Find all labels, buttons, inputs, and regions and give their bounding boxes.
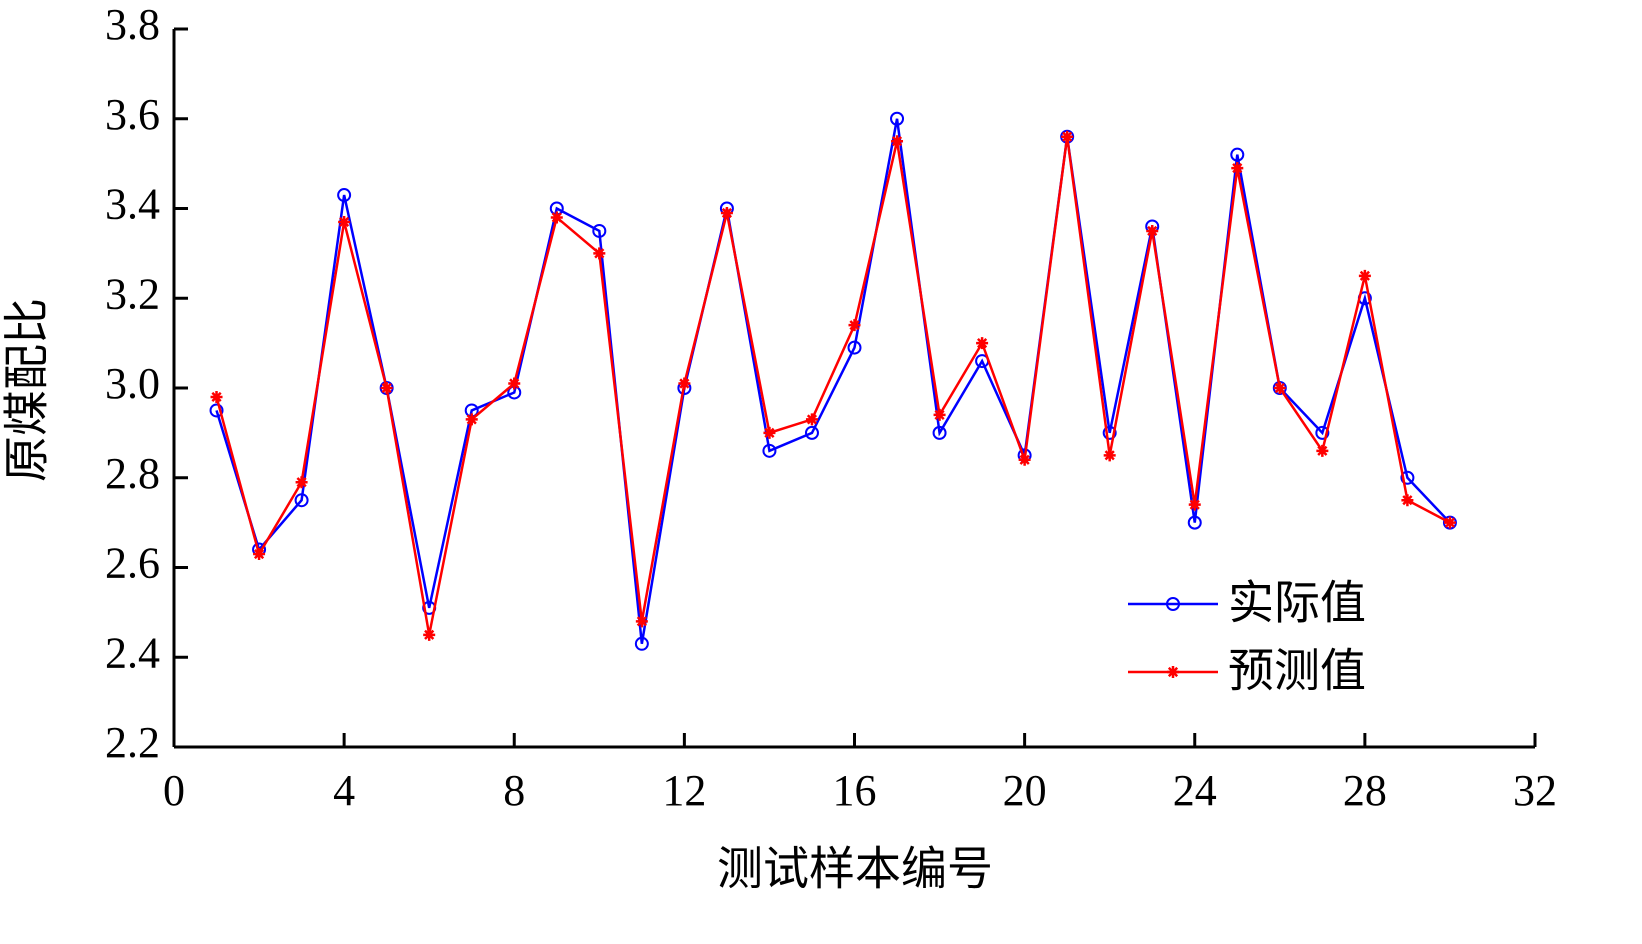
marker [891,135,904,148]
marker [1400,470,1415,485]
marker [848,319,861,332]
marker [890,111,905,126]
y-tick-label: 3.4 [105,180,160,229]
marker [805,413,818,426]
marker [1188,498,1201,511]
marker [210,390,223,403]
marker [592,223,607,238]
series-line [215,136,1451,636]
legend-marker [1167,666,1179,678]
marker [338,215,351,228]
legend-label: 实际值 [1228,578,1366,629]
marker [1103,449,1116,462]
marker [932,425,947,440]
marker [1061,130,1074,143]
x-tick-label: 4 [333,766,355,815]
x-tick-label: 20 [1003,766,1047,815]
x-tick-label: 0 [163,766,185,815]
y-tick-label: 2.4 [105,628,160,677]
marker [1018,453,1031,466]
marker [1230,147,1245,162]
marker [294,493,309,508]
x-tick-label: 16 [833,766,877,815]
legend-marker [1166,597,1180,611]
y-tick-label: 2.6 [105,539,160,588]
marker [593,247,606,260]
marker [1316,444,1329,457]
marker [933,408,946,421]
y-tick-label: 3.0 [105,359,160,408]
marker [976,337,989,350]
marker [337,188,352,203]
marker [1443,516,1456,529]
marker [1187,515,1202,530]
x-axis-label: 测试样本编号 [717,844,993,895]
marker [678,377,691,390]
x-tick-label: 12 [662,766,706,815]
y-tick-label: 3.6 [105,90,160,139]
y-tick-label: 3.2 [105,269,160,318]
marker [1358,269,1371,282]
marker [253,548,266,561]
marker [762,443,777,458]
marker [423,628,436,641]
marker [763,426,776,439]
marker [209,403,224,418]
marker [847,340,862,355]
marker [1231,162,1244,175]
y-tick-label: 2.8 [105,449,160,498]
marker [720,206,733,219]
x-tick-label: 24 [1173,766,1217,815]
marker [550,211,563,224]
marker [1315,425,1330,440]
marker [380,382,393,394]
marker [1146,224,1159,237]
marker [634,636,649,651]
marker [1273,382,1286,394]
marker [465,413,478,426]
y-tick-label: 3.8 [105,0,160,49]
y-axis-label: 原煤配比 [2,298,53,482]
series-line [215,118,1451,644]
marker [1102,425,1117,440]
y-tick-label: 2.2 [105,718,160,767]
x-tick-label: 28 [1343,766,1387,815]
marker [295,476,308,489]
x-tick-label: 32 [1513,766,1557,815]
marker [508,377,521,390]
marker [1401,494,1414,507]
legend-label: 预测值 [1228,646,1366,697]
marker [635,615,648,628]
marker [804,425,819,440]
x-tick-label: 8 [503,766,525,815]
